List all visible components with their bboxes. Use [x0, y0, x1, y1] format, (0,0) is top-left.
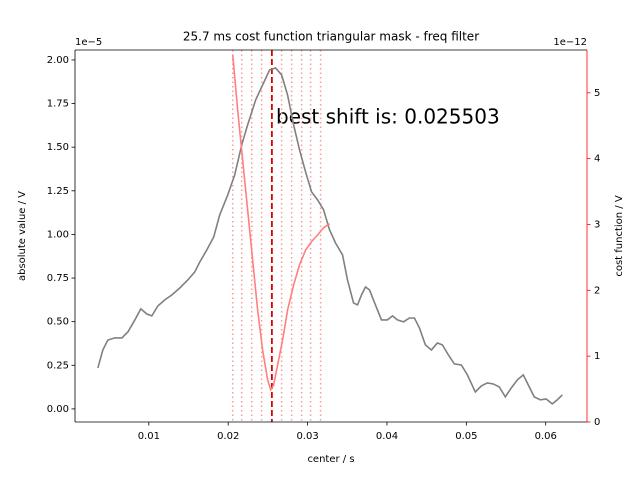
chart-title: 25.7 ms cost function triangular mask - …	[183, 30, 479, 44]
data-line	[231, 54, 331, 392]
x-tick-label: 0.01	[138, 431, 160, 442]
y-tick-label: 0.50	[47, 317, 69, 328]
x-tick-label: 0.06	[535, 431, 557, 442]
y-tick-label: 2.00	[47, 55, 69, 66]
x-axis-label: center / s	[307, 454, 354, 465]
data-line	[97, 67, 563, 405]
y2-offset-label: 1e−12	[553, 37, 587, 48]
y-offset-label: 1e−5	[75, 37, 102, 48]
x-tick-label: 0.02	[217, 431, 239, 442]
y-tick-label: 0.00	[47, 404, 69, 415]
y-tick-label: 1.75	[47, 99, 69, 110]
y2-tick-label: 5	[594, 88, 600, 99]
y2-tick-label: 4	[594, 154, 600, 165]
y2-tick-label: 2	[594, 285, 600, 296]
y-tick-label: 1.00	[47, 229, 69, 240]
annotation: best shift is: 0.025503	[276, 105, 500, 129]
x-tick-label: 0.03	[296, 431, 318, 442]
y2-axis-label: cost function / V	[614, 195, 625, 277]
y-tick-label: 0.25	[47, 360, 69, 371]
x-tick-label: 0.05	[455, 431, 477, 442]
y-tick-label: 1.25	[47, 186, 69, 197]
y-axis-label: absolute value / V	[17, 191, 28, 281]
y2-tick-label: 0	[594, 417, 600, 428]
x-tick-label: 0.04	[376, 431, 398, 442]
y2-tick-label: 1	[594, 351, 600, 362]
y2-tick-label: 3	[594, 219, 600, 230]
y-tick-label: 0.75	[47, 273, 69, 284]
y-tick-label: 1.50	[47, 142, 69, 153]
